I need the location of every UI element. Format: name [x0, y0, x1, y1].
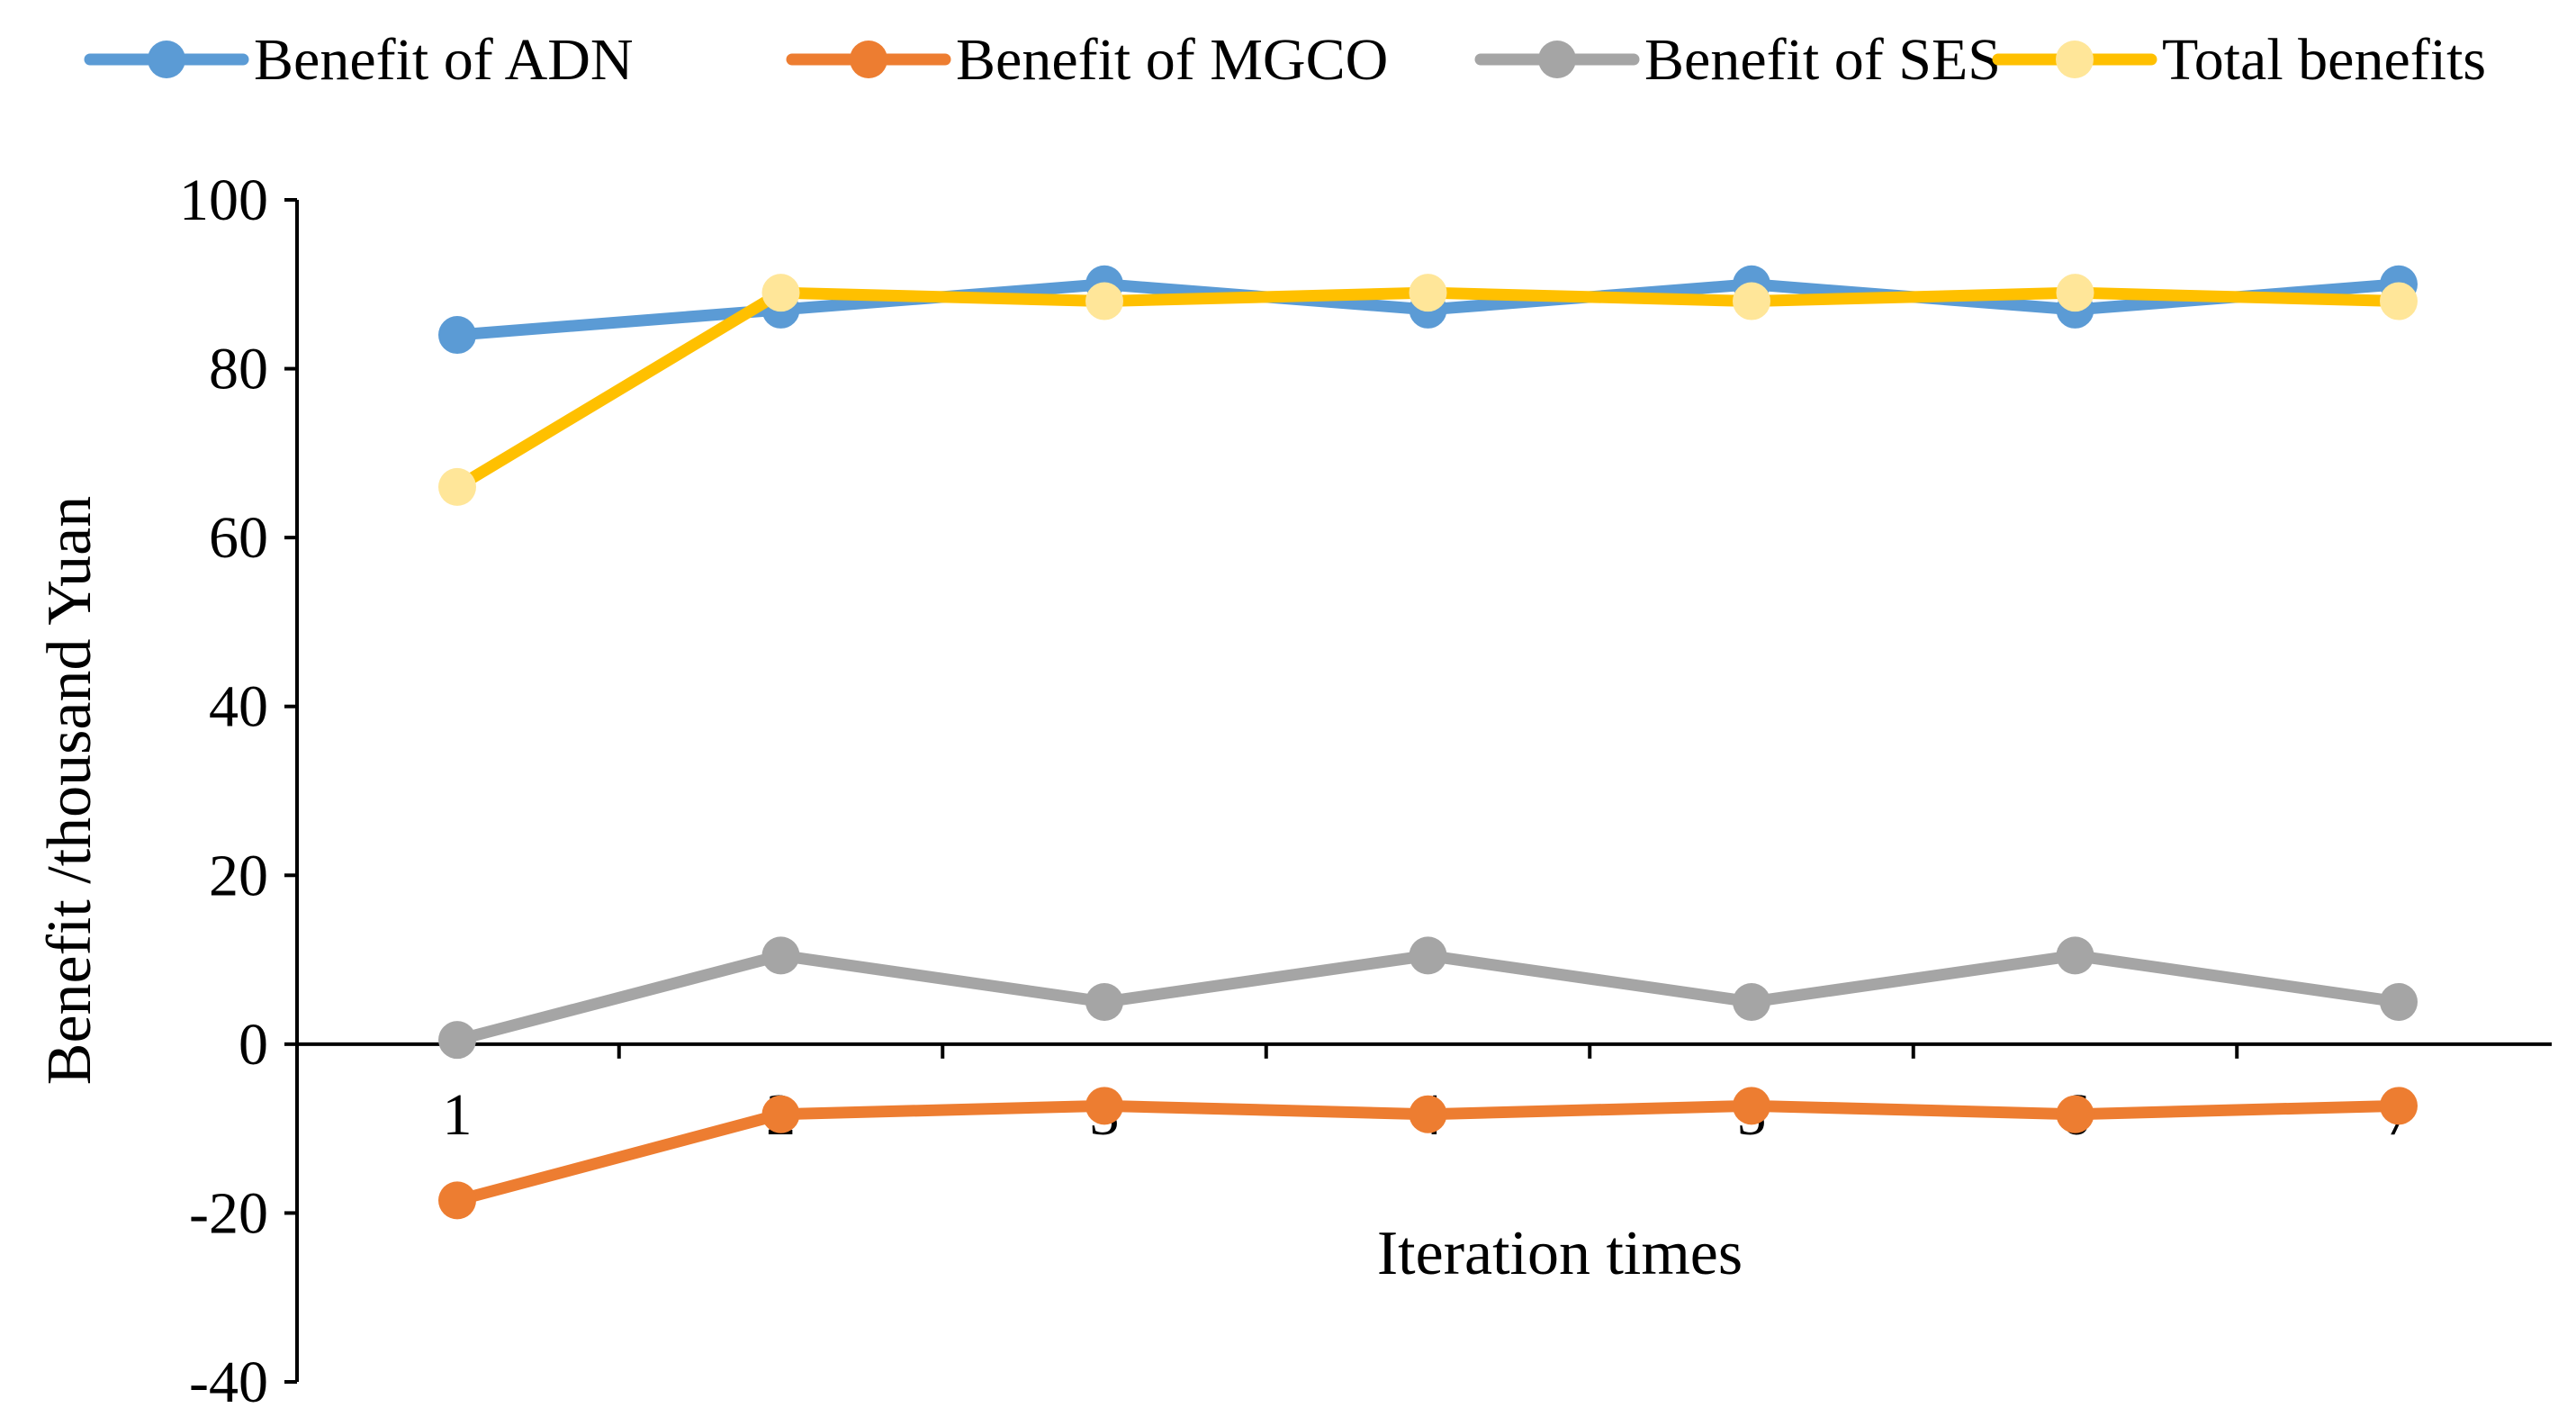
y-tick-label: -40 [189, 1349, 268, 1415]
data-point [2380, 1087, 2418, 1125]
legend-marker [148, 41, 185, 78]
legend-marker [2056, 41, 2094, 78]
data-point [2380, 982, 2418, 1021]
data-point [2056, 274, 2094, 312]
legend-entry: Total benefits [1992, 27, 2486, 93]
data-point [761, 1095, 800, 1133]
data-point [2380, 282, 2418, 320]
data-point [438, 1021, 476, 1060]
legend-marker [850, 41, 887, 78]
data-point [1409, 274, 1447, 312]
legend-label: Benefit of SES [1644, 27, 2001, 93]
y-axis-title: Benefit /thousand Yuan [35, 496, 104, 1086]
x-tick-label: 1 [443, 1082, 473, 1148]
y-tick-label: 80 [209, 337, 268, 402]
series-layer [438, 265, 2418, 1220]
data-point [1733, 282, 1770, 320]
data-point [438, 467, 476, 506]
y-tick-label: 0 [239, 1012, 268, 1078]
data-point [1733, 982, 1770, 1021]
data-point [2056, 1095, 2094, 1133]
legend-entry: Benefit of SES [1474, 27, 2001, 93]
legend-entry: Benefit of MGCO [786, 27, 1388, 93]
x-axis-title: Iteration times [1377, 1219, 1743, 1288]
y-tick-label: 60 [209, 505, 268, 571]
data-point [1733, 1087, 1770, 1125]
y-axis: -40 -20 0 20 40 60 80 100 [179, 167, 299, 1415]
data-point [761, 936, 800, 975]
data-point [438, 1181, 476, 1220]
legend-label: Benefit of MGCO [956, 27, 1388, 93]
data-point [1085, 282, 1123, 320]
legend-entry: Benefit of ADN [84, 27, 634, 93]
data-point [2056, 936, 2094, 975]
legend: Benefit of ADN Benefit of MGCO Benefit of … [84, 27, 2486, 93]
data-point [1085, 982, 1123, 1021]
y-tick-label: 20 [209, 843, 268, 908]
data-point [1409, 936, 1447, 975]
series-benefit-of-mgco [438, 1087, 2418, 1220]
data-point [1409, 1095, 1447, 1133]
legend-label: Total benefits [2162, 27, 2486, 93]
legend-marker [1538, 41, 1576, 78]
series-benefit-of-ses [438, 936, 2418, 1060]
y-tick-label: 100 [179, 167, 268, 233]
y-tick-label: -20 [189, 1180, 268, 1246]
legend-label: Benefit of ADN [254, 27, 634, 93]
series-total-benefits [438, 274, 2418, 506]
y-tick-label: 40 [209, 674, 268, 740]
data-point [761, 274, 800, 312]
data-point [1085, 1087, 1123, 1125]
data-point [438, 316, 476, 355]
